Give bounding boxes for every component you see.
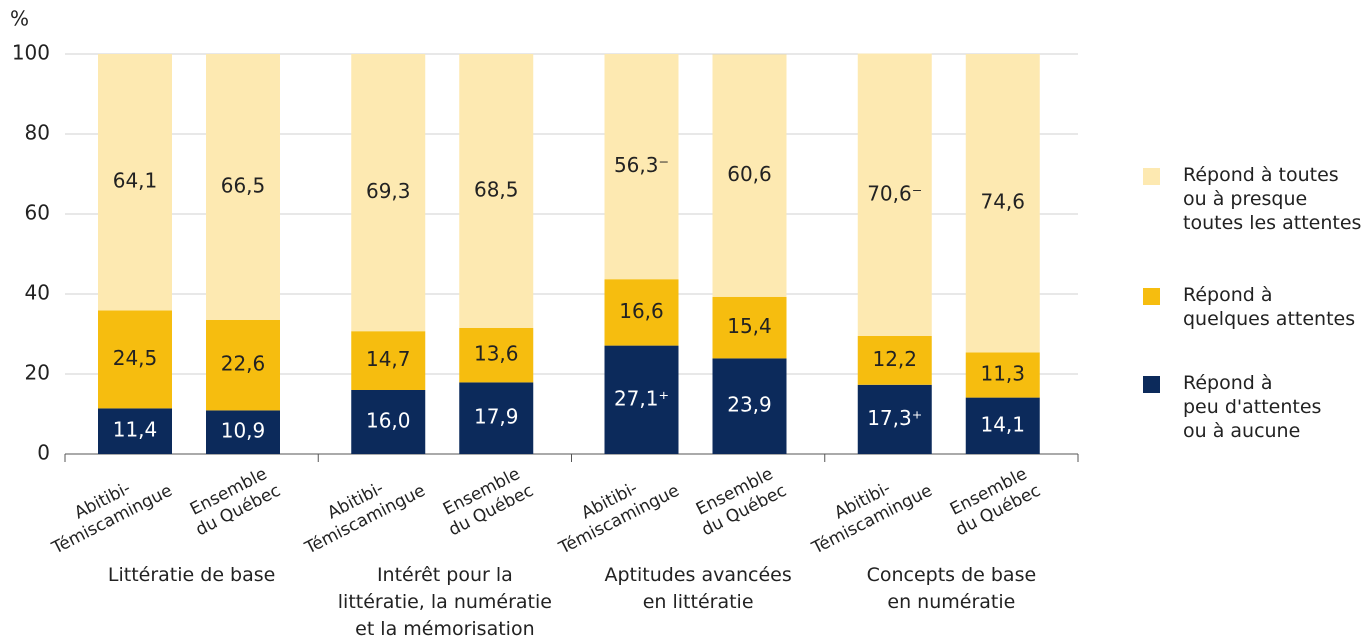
data-label: 69,3 xyxy=(366,179,411,203)
legend-label: Répond à toutes ou à presque toutes les … xyxy=(1183,164,1362,234)
group-label: Littératie de base xyxy=(107,564,276,586)
y-tick-label: 100 xyxy=(12,41,50,65)
data-label: 16,6 xyxy=(619,299,664,323)
y-tick-label: 80 xyxy=(25,121,50,145)
y-tick-label: 60 xyxy=(25,201,50,225)
bar-segment xyxy=(604,279,679,346)
bar-segment xyxy=(98,310,172,409)
data-label: 70,6⁻ xyxy=(867,181,922,205)
group-label: Intérêt pour la littératie, la numératie… xyxy=(337,564,552,640)
bar-segment xyxy=(965,352,1040,398)
group-label: Aptitudes avancées en littératie xyxy=(604,564,792,613)
group-label: Concepts de base en numératie xyxy=(866,564,1037,613)
bar-segment xyxy=(857,384,932,454)
bar-segment xyxy=(206,54,280,320)
bar-segment xyxy=(712,54,787,297)
data-label: 12,2 xyxy=(872,347,917,371)
legend-swatch xyxy=(1143,288,1160,305)
data-label: 11,3 xyxy=(980,362,1025,386)
data-label: 17,9 xyxy=(474,405,519,429)
data-label: 66,5 xyxy=(221,174,266,198)
data-label: 23,9 xyxy=(727,393,772,417)
bar-segment xyxy=(965,54,1040,353)
bar-segment xyxy=(98,408,172,454)
data-label: 14,7 xyxy=(366,347,411,371)
data-label: 17,3⁺ xyxy=(867,406,922,430)
bar-segment xyxy=(459,54,534,328)
y-axis-label: % xyxy=(10,7,29,31)
data-label: 13,6 xyxy=(474,342,519,366)
data-label: 16,0 xyxy=(366,409,411,433)
data-label: 60,6 xyxy=(727,162,772,186)
bar-segment xyxy=(351,331,426,390)
bar-segment xyxy=(459,328,534,383)
bar-segment xyxy=(712,296,787,359)
data-label: 64,1 xyxy=(113,169,158,193)
y-tick-label: 0 xyxy=(37,441,50,465)
bar-segment xyxy=(351,54,426,332)
legend-swatch xyxy=(1143,168,1160,185)
bar-segment xyxy=(604,345,679,454)
data-label: 10,9 xyxy=(221,419,266,443)
bar-segment xyxy=(351,390,426,454)
bar-segment xyxy=(459,382,534,454)
bar-segment xyxy=(206,410,280,454)
bar-segment xyxy=(604,54,679,280)
y-tick-label: 20 xyxy=(25,361,50,385)
data-label: 74,6 xyxy=(980,190,1025,214)
bar-segment xyxy=(857,336,932,385)
data-label: 14,1 xyxy=(980,412,1025,436)
bar-segment xyxy=(712,358,787,454)
data-label: 68,5 xyxy=(474,178,519,202)
data-label: 27,1⁺ xyxy=(614,386,669,410)
data-label: 22,6 xyxy=(221,352,266,376)
data-label: 11,4 xyxy=(113,418,158,442)
legend-swatch xyxy=(1143,376,1160,393)
y-tick-label: 40 xyxy=(25,281,50,305)
bar-segment xyxy=(965,397,1040,454)
data-label: 56,3⁻ xyxy=(614,153,669,177)
data-label: 15,4 xyxy=(727,314,772,338)
data-label: 24,5 xyxy=(113,346,158,370)
bar-segment xyxy=(98,54,172,311)
bar-segment xyxy=(206,320,280,411)
legend-label: Répond à peu d'attentes ou à aucune xyxy=(1183,372,1322,442)
legend-label: Répond à quelques attentes xyxy=(1183,284,1356,330)
bar-segment xyxy=(857,53,932,336)
